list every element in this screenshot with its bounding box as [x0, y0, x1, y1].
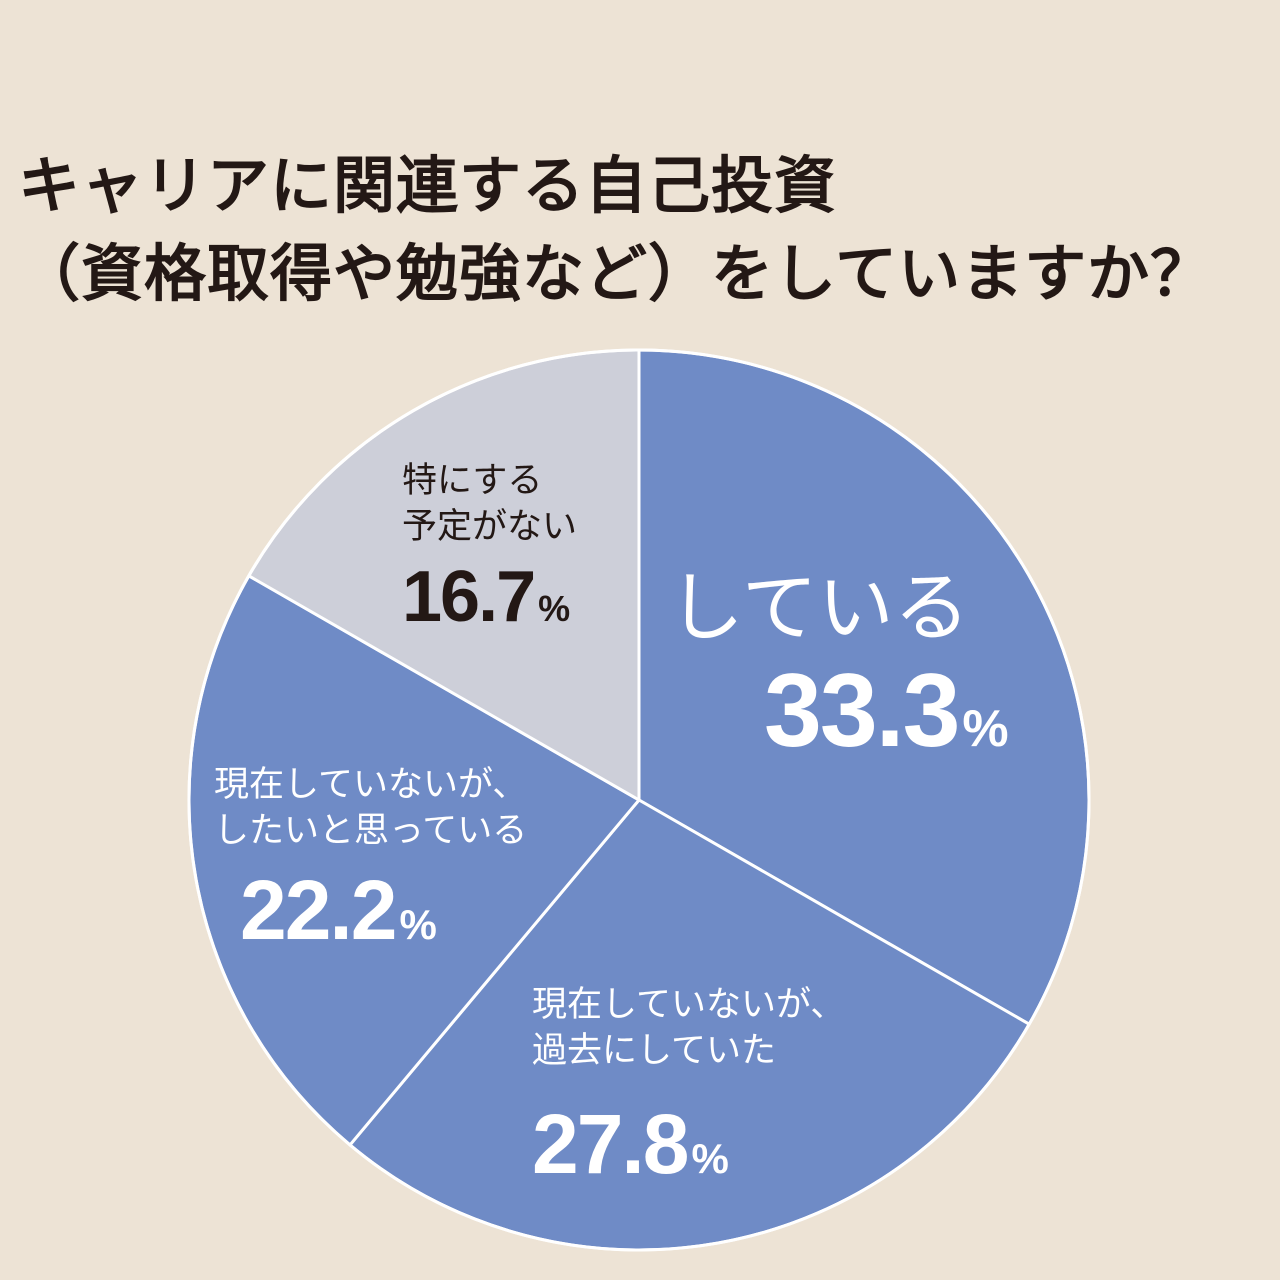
- slice-label-no-plan: 特にする 予定がない 16.7%: [402, 458, 577, 652]
- slice-percent: 33.3%: [764, 653, 1009, 769]
- slice-category-line2: 過去にしていた: [532, 1031, 776, 1071]
- title-line-1: キャリアに関連する自己投資: [18, 149, 838, 222]
- pie-slices: [187, 348, 1091, 1252]
- slice-category-line1: 現在していないが、: [214, 765, 528, 805]
- slice-label-want-to: 現在していないが、 したいと思っている 22.2%: [214, 762, 527, 975]
- slice-percent: 27.8%: [532, 1097, 729, 1191]
- slice-category-line1: 現在していないが、: [532, 985, 846, 1025]
- pie-outline: [187, 348, 1091, 1252]
- slice-category: している: [668, 563, 970, 652]
- slice-category-line2: 予定がない: [402, 507, 578, 547]
- slice-percent: 22.2%: [240, 863, 437, 957]
- slice-category-line2: したいと思っている: [214, 811, 528, 851]
- chart-title: キャリアに関連する自己投資 （資格取得や勉強など）をしていますか？: [18, 142, 1213, 318]
- title-line-2: （資格取得や勉強など）をしていますか？: [18, 237, 1214, 310]
- slice-label-did-before: 現在していないが、 過去にしていた 27.8%: [532, 982, 845, 1209]
- slice-category-line1: 特にする: [402, 461, 543, 501]
- slice-label-doing: している 33.3%: [668, 560, 1009, 784]
- slice-percent: 16.7%: [402, 557, 571, 637]
